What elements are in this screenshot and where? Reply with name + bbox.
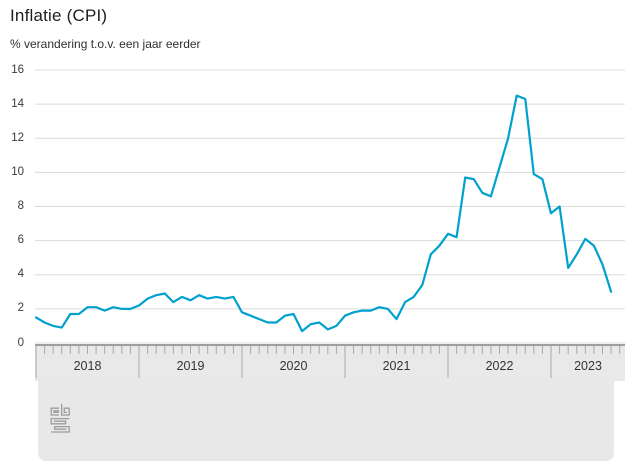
year-label-2019: 2019 — [176, 359, 205, 373]
y-tick-label: 6 — [17, 234, 24, 247]
year-label-2018: 2018 — [73, 359, 102, 373]
y-tick-label: 10 — [11, 165, 24, 178]
y-tick-label: 16 — [11, 63, 24, 76]
x-axis-band: 2018 2019 2020 2021 2022 2023 — [35, 344, 625, 381]
y-tick-label: 4 — [17, 268, 24, 281]
cbs-logo-icon — [50, 403, 70, 433]
year-label-2021: 2021 — [382, 359, 411, 373]
y-tick-label: 8 — [17, 200, 24, 212]
y-tick-label: 0 — [17, 336, 24, 349]
y-tick-label: 14 — [11, 97, 24, 110]
x-axis-ticks — [35, 346, 621, 378]
y-tick-label: 2 — [17, 302, 24, 315]
year-label-2020: 2020 — [279, 359, 308, 373]
year-label-2022: 2022 — [485, 359, 514, 373]
inflation-line — [34, 94, 613, 333]
chart-title: Inflatie (CPI) — [10, 6, 108, 25]
y-tick-label: 12 — [11, 131, 24, 144]
chart-subtitle: % verandering t.o.v. een jaar eerder — [10, 37, 201, 51]
footer-panel — [38, 381, 614, 461]
year-label-2023: 2023 — [574, 359, 602, 373]
